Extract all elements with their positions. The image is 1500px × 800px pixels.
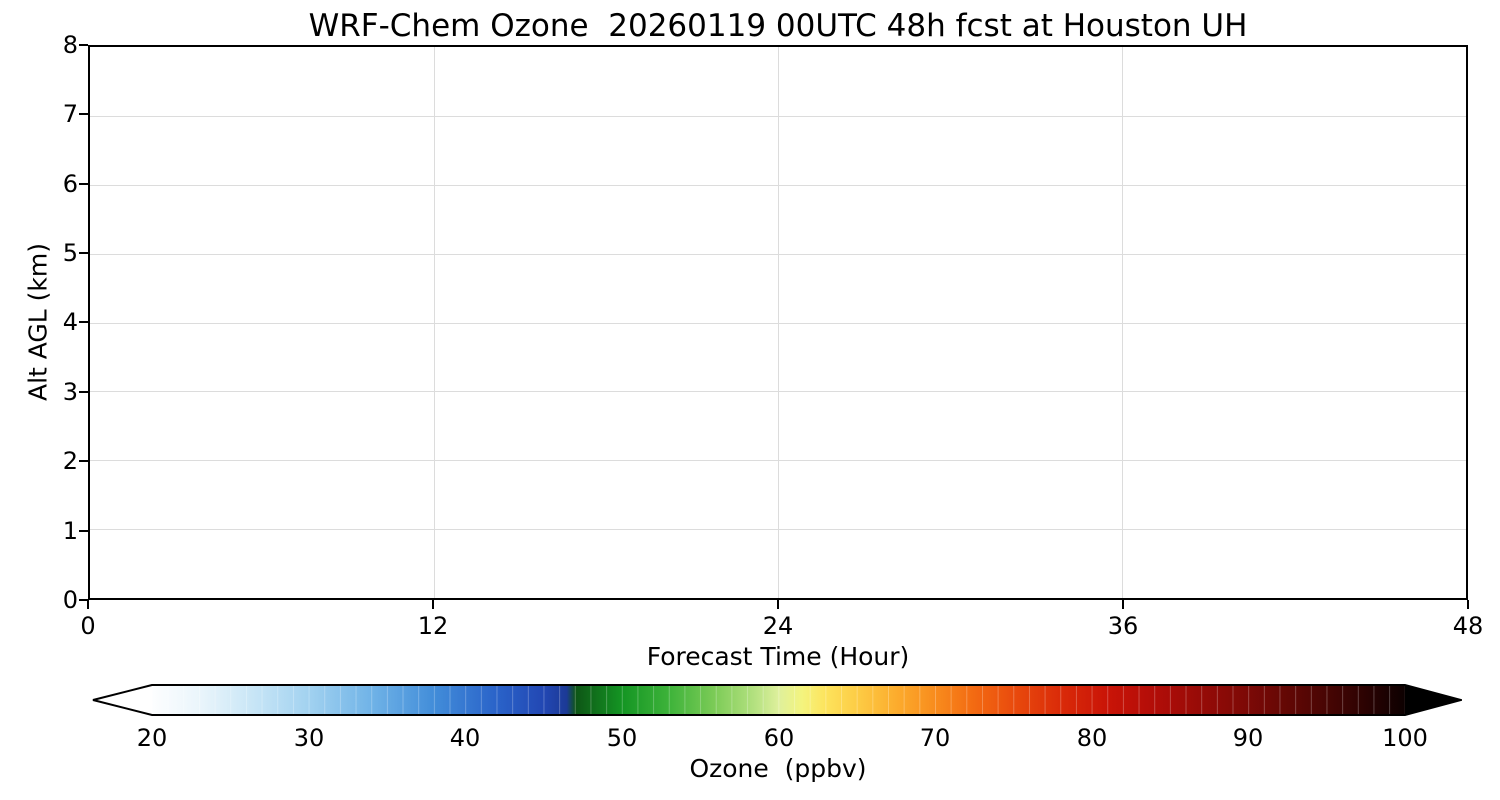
- x-tick-mark: [1122, 600, 1124, 609]
- plot-area: [88, 45, 1468, 600]
- y-tick-label: 3: [62, 378, 78, 406]
- y-tick-mark: [79, 183, 88, 185]
- colorbar-segment-lines: [152, 685, 1405, 715]
- y-tick-label: 2: [62, 447, 78, 475]
- y-tick-label: 1: [62, 517, 78, 545]
- y-tick-label: 4: [62, 308, 78, 336]
- x-tick-label: 36: [1107, 612, 1139, 640]
- y-tick-mark: [79, 113, 88, 115]
- colorbar-tick-label: 30: [293, 724, 325, 752]
- y-tick-label: 8: [62, 31, 78, 59]
- y-tick-mark: [79, 44, 88, 46]
- y-tick-mark: [79, 599, 88, 601]
- y-tick-label: 0: [62, 586, 78, 614]
- colorbar: [92, 684, 1462, 716]
- x-tick-mark: [432, 600, 434, 609]
- colorbar-tick-label: 50: [606, 724, 638, 752]
- colorbar-tick-label: 60: [763, 724, 795, 752]
- colorbar-tick-label: 70: [919, 724, 951, 752]
- y-tick-mark: [79, 460, 88, 462]
- x-tick-label: 0: [80, 612, 96, 640]
- y-tick-mark: [79, 321, 88, 323]
- colorbar-extend-right-arrow: [1405, 685, 1461, 715]
- chart-title: WRF-Chem Ozone 20260119 00UTC 48h fcst a…: [308, 8, 1248, 44]
- colorbar-label: Ozone (ppbv): [689, 754, 867, 783]
- colorbar-tick-label: 40: [449, 724, 481, 752]
- y-tick-label: 5: [62, 239, 78, 267]
- colorbar-tick-label: 90: [1232, 724, 1264, 752]
- colorbar-tick-label: 100: [1382, 724, 1428, 752]
- x-axis-label: Forecast Time (Hour): [646, 642, 910, 671]
- x-tick-label: 12: [417, 612, 449, 640]
- y-tick-label: 6: [62, 170, 78, 198]
- y-tick-mark: [79, 252, 88, 254]
- y-tick-mark: [79, 530, 88, 532]
- x-tick-label: 48: [1452, 612, 1484, 640]
- gridline-vertical: [434, 47, 435, 598]
- x-tick-mark: [777, 600, 779, 609]
- gridline-vertical: [1122, 47, 1123, 598]
- y-tick-label: 7: [62, 100, 78, 128]
- y-tick-mark: [79, 391, 88, 393]
- x-tick-mark: [1467, 600, 1469, 609]
- x-tick-mark: [87, 600, 89, 609]
- colorbar-outline: [92, 684, 1462, 716]
- x-tick-label: 24: [762, 612, 794, 640]
- colorbar-tick-label: 20: [136, 724, 168, 752]
- colorbar-tick-label: 80: [1076, 724, 1108, 752]
- colorbar-extend-left-arrow: [93, 685, 152, 715]
- gridline-vertical: [778, 47, 779, 598]
